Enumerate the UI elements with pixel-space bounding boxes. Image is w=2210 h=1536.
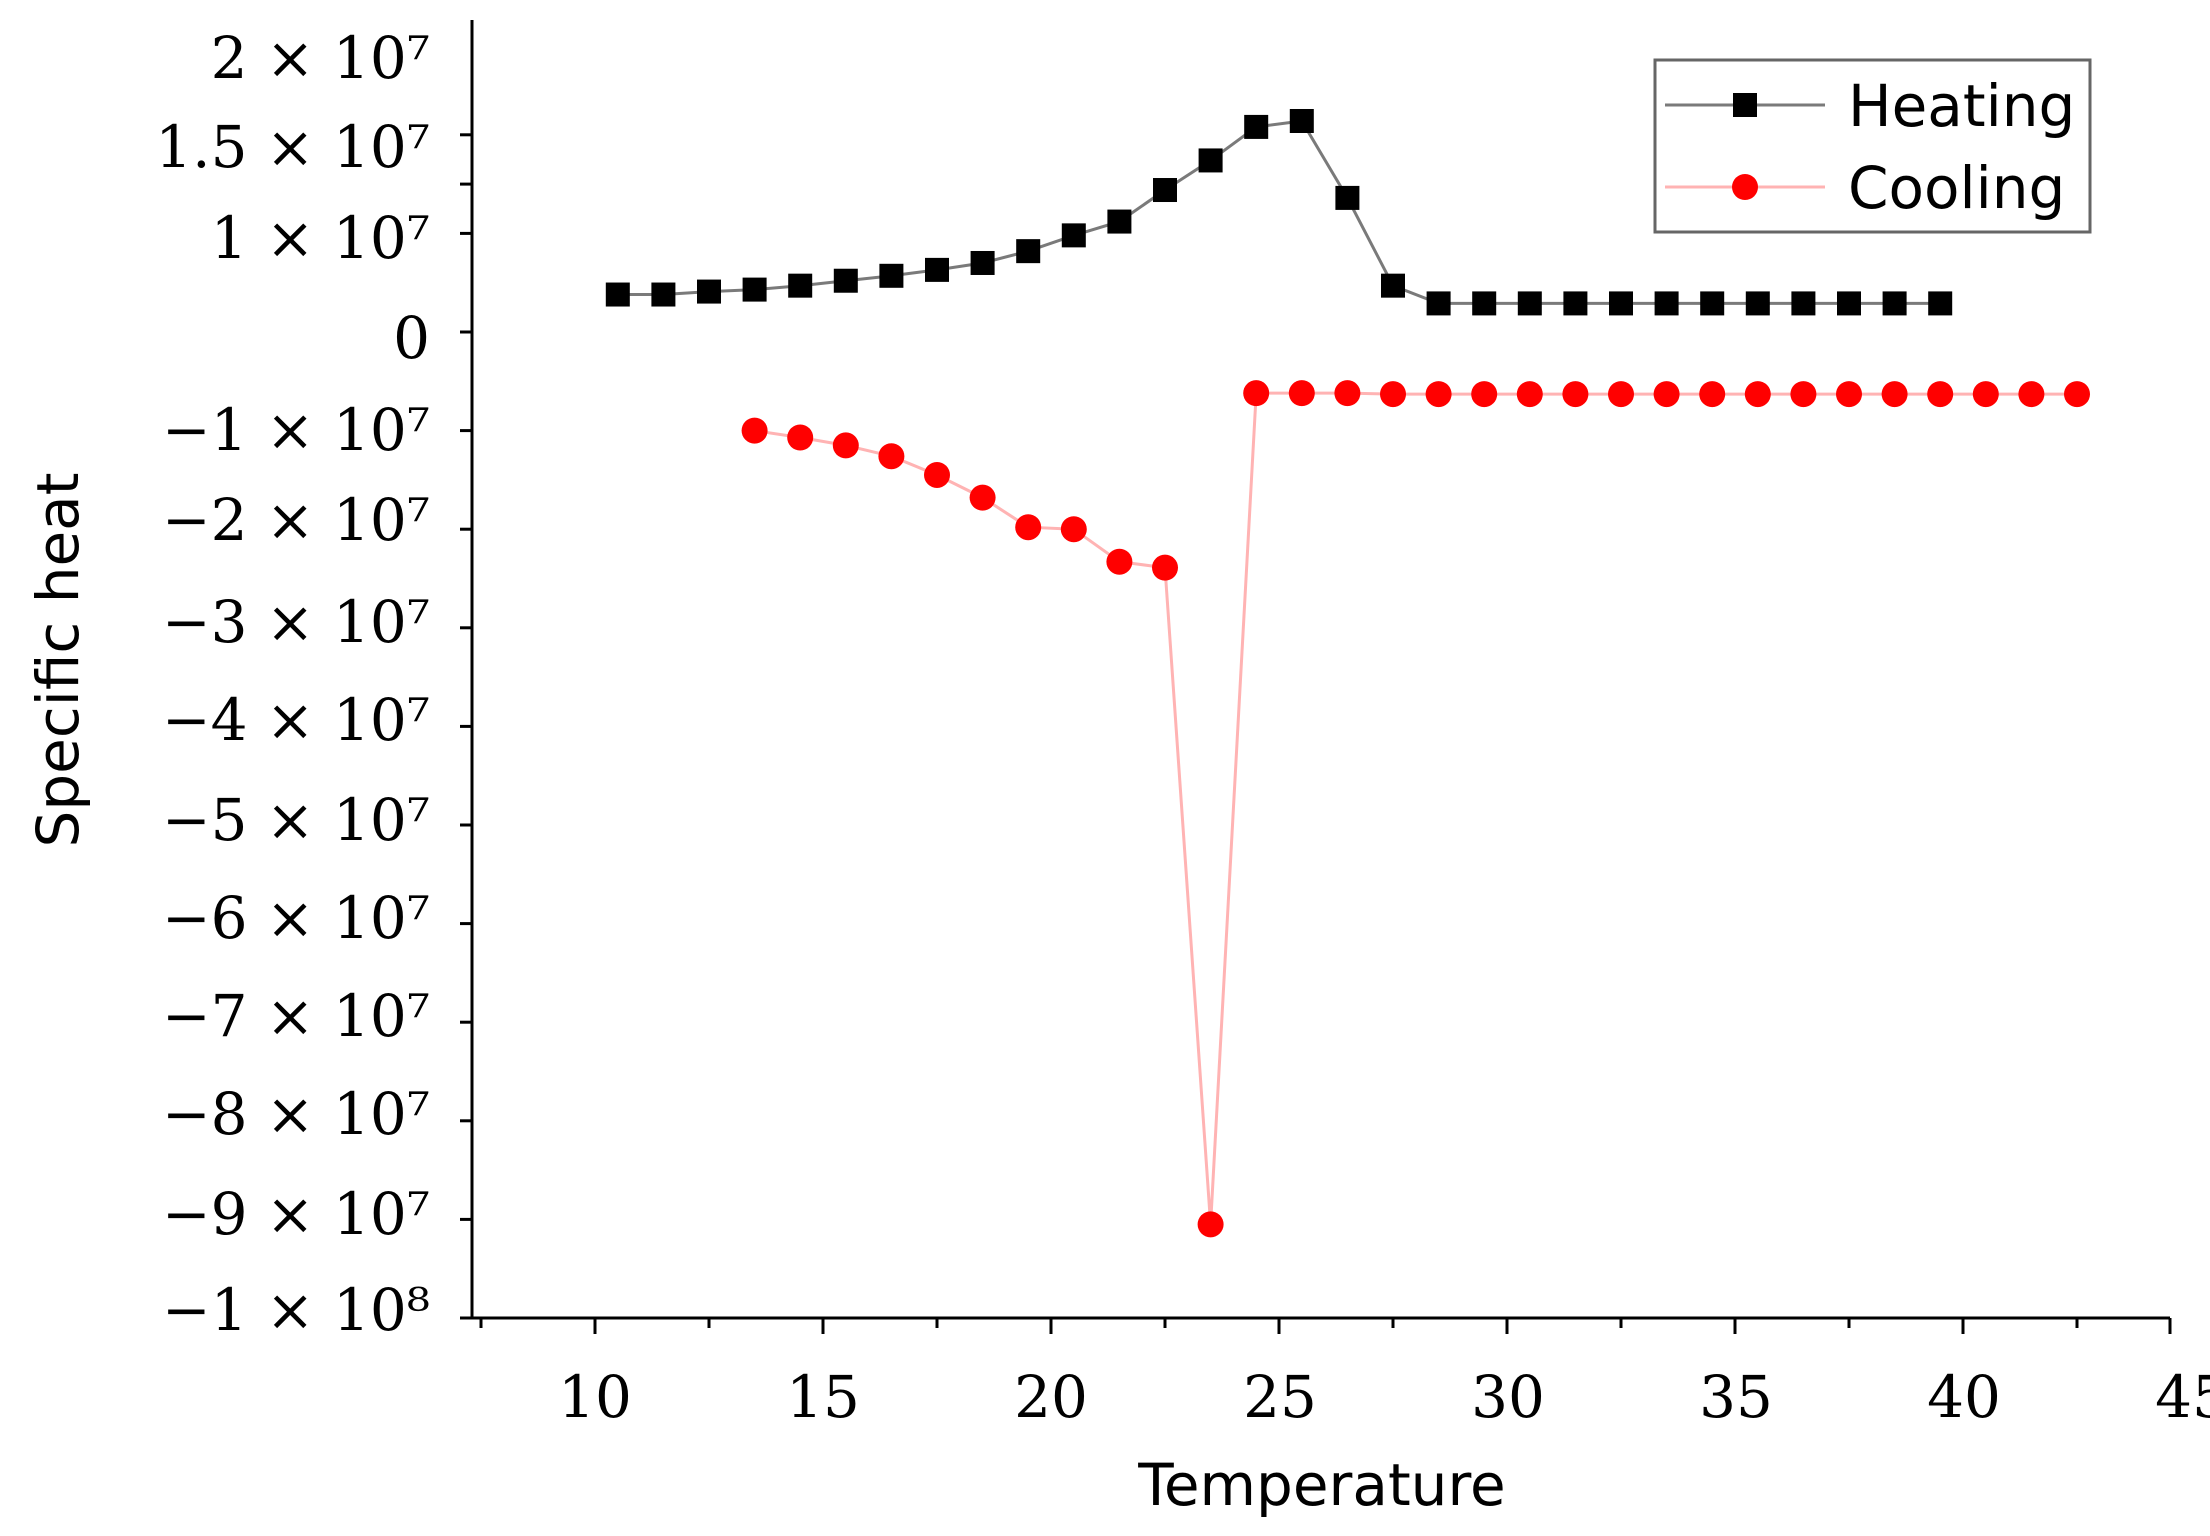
- x-tick-label: 15: [786, 1363, 860, 1431]
- cooling-point: [787, 424, 814, 451]
- heating-point: [605, 282, 630, 307]
- heating-point: [1426, 291, 1451, 316]
- x-tick-label: 45: [2155, 1363, 2210, 1431]
- cooling-point: [1380, 381, 1406, 408]
- heating-point: [1745, 291, 1770, 316]
- cooling-point: [1015, 514, 1042, 541]
- cooling-point: [1425, 381, 1452, 408]
- y-tick-marks: [460, 133, 472, 1320]
- y-tick-label: −3 × 10⁷: [162, 588, 430, 656]
- x-tick-label: 40: [1927, 1363, 2001, 1431]
- x-tick-label: 25: [1243, 1363, 1317, 1431]
- y-tick-label: −1 × 10⁷: [162, 396, 430, 464]
- cooling-line: [754, 391, 2077, 1225]
- legend-label-cooling: Cooling: [1848, 154, 2065, 222]
- cooling-point: [878, 443, 905, 470]
- legend-marker-cooling: [1732, 174, 1758, 200]
- heating-point: [1517, 291, 1542, 316]
- heating-point: [1563, 291, 1588, 316]
- cooling-point: [1334, 380, 1361, 407]
- series-heating: [605, 108, 1953, 316]
- cooling-point: [1471, 381, 1498, 408]
- y-tick-label: −8 × 10⁷: [162, 1080, 430, 1148]
- cooling-point: [969, 484, 996, 511]
- y-tick-label: 1 × 10⁷: [211, 204, 430, 272]
- cooling-point: [1152, 554, 1178, 581]
- heating-point: [742, 277, 767, 302]
- x-tick-label: 10: [558, 1363, 632, 1431]
- heating-point: [1107, 209, 1132, 234]
- cooling-point: [1699, 381, 1726, 408]
- y-tick-label: −4 × 10⁷: [162, 686, 430, 754]
- heating-point: [1335, 185, 1360, 210]
- heating-point: [697, 279, 721, 304]
- x-tick-label: 30: [1471, 1363, 1545, 1431]
- legend-label-heating: Heating: [1848, 72, 2075, 140]
- heating-point: [1289, 108, 1314, 133]
- y-tick-label: 2 × 10⁷: [211, 24, 430, 92]
- cooling-point: [1060, 516, 1087, 543]
- heating-point: [1244, 114, 1269, 139]
- cooling-point: [741, 417, 768, 444]
- cooling-point: [1790, 381, 1817, 408]
- y-tick-label: 1.5 × 10⁷: [155, 113, 430, 181]
- y-tick-label: −2 × 10⁷: [162, 486, 430, 554]
- x-tick-labels: 10 15 20 25 30 35 40 45: [558, 1363, 2210, 1431]
- cooling-point: [1836, 381, 1862, 408]
- cooling-point: [1608, 381, 1634, 408]
- heating-point: [1016, 239, 1041, 264]
- heating-point: [788, 273, 813, 298]
- series-cooling: [741, 380, 2090, 1238]
- cooling-point: [1881, 381, 1908, 408]
- heating-point: [1198, 148, 1223, 173]
- cooling-point: [1927, 381, 1954, 408]
- heating-point: [1609, 291, 1633, 316]
- heating-point: [1928, 291, 1953, 316]
- heating-point: [651, 282, 676, 307]
- heating-point: [1153, 178, 1177, 203]
- y-tick-label: −9 × 10⁷: [162, 1180, 430, 1248]
- cooling-point: [832, 432, 859, 459]
- cooling-point: [1516, 381, 1543, 408]
- heating-point: [1381, 273, 1405, 298]
- cooling-point: [1288, 380, 1315, 407]
- cooling-point: [1972, 381, 1999, 408]
- cooling-point: [1744, 381, 1771, 408]
- y-tick-label: −6 × 10⁷: [162, 884, 430, 952]
- x-tick-marks: [479, 1318, 2172, 1334]
- heating-point: [1882, 291, 1907, 316]
- x-tick-label: 35: [1699, 1363, 1773, 1431]
- cooling-point: [1653, 381, 1680, 408]
- legend-marker-heating: [1733, 93, 1757, 117]
- heating-point: [1837, 291, 1861, 316]
- cooling-point: [2064, 381, 2090, 408]
- heating-point: [925, 257, 949, 282]
- heating-point: [1791, 291, 1816, 316]
- cooling-point: [1243, 380, 1270, 407]
- cooling-point: [1106, 548, 1133, 575]
- cooling-point: [2018, 381, 2045, 408]
- heating-point: [1472, 291, 1497, 316]
- legend-box: [1653, 58, 2092, 234]
- legend: Heating Cooling: [1653, 58, 2092, 234]
- cooling-point: [1562, 381, 1589, 408]
- heating-point: [970, 250, 995, 275]
- y-tick-label: −1 × 10⁸: [162, 1276, 430, 1344]
- y-tick-labels: 2 × 10⁷ 1.5 × 10⁷ 1 × 10⁷ 0 −1 × 10⁷ −2 …: [155, 24, 430, 1344]
- heating-point: [833, 268, 858, 293]
- x-axis-title: Temperature: [1137, 1451, 1505, 1519]
- y-axis-title: Specific heat: [24, 473, 92, 848]
- heating-point: [879, 263, 904, 288]
- y-tick-label: −7 × 10⁷: [162, 982, 430, 1050]
- heating-point: [1700, 291, 1725, 316]
- heating-point: [1061, 223, 1086, 248]
- x-tick-label: 20: [1014, 1363, 1088, 1431]
- cooling-point: [1197, 1211, 1224, 1238]
- y-tick-label: 0: [393, 304, 430, 372]
- cooling-point: [924, 461, 950, 488]
- heating-point: [1654, 291, 1679, 316]
- y-tick-label: −5 × 10⁷: [162, 786, 430, 854]
